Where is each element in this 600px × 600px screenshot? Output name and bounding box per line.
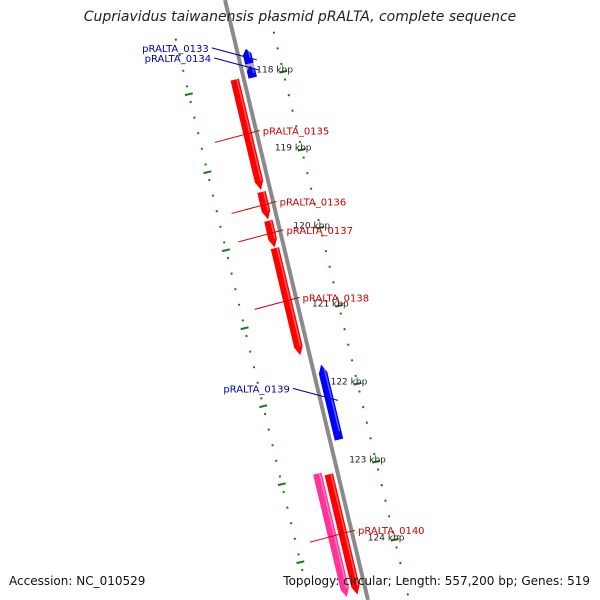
major-tick	[240, 326, 249, 331]
major-tick	[259, 404, 268, 409]
gene-arrow[interactable]	[246, 65, 257, 79]
map-title: Cupriavidus taiwanensis plasmid pRALTA, …	[83, 9, 517, 25]
tick-label: 118 kbp	[256, 65, 293, 75]
gene-arrow[interactable]	[318, 364, 344, 441]
gene-arrow-highlight	[263, 191, 269, 211]
tick-label: 122 kbp	[331, 377, 368, 387]
major-tick	[184, 92, 193, 97]
major-tick	[221, 248, 231, 253]
backbone-layer	[223, 0, 370, 600]
gene-arrow-highlight	[247, 48, 252, 59]
gene-label-leader	[211, 47, 257, 61]
gene-label-leader	[292, 387, 339, 401]
tick-label: 119 kbp	[275, 143, 312, 153]
major-tick	[390, 537, 399, 542]
tick-label: 121 kbp	[312, 299, 349, 309]
gene-label-leader	[231, 200, 277, 214]
gene-label-leader	[309, 529, 356, 543]
gene-arrow-highlight	[236, 79, 262, 181]
gene-label[interactable]: pRALTA_0134	[145, 54, 212, 65]
tick-label: 124 kbp	[368, 533, 405, 543]
gene-arrow[interactable]	[313, 472, 349, 598]
major-tick	[372, 459, 381, 464]
tick-layer: 118 kbp 119 kbp 120 kbp 121 kbp 122 kbp 123 k…	[184, 65, 405, 565]
gene-label[interactable]: pRALTA_0135	[263, 126, 330, 137]
gene-label-leader	[254, 296, 300, 310]
gene-label[interactable]: pRALTA_0139	[223, 384, 290, 395]
gene-label[interactable]: pRALTA_0140	[358, 526, 425, 537]
gene-label[interactable]: pRALTA_0137	[286, 226, 353, 237]
gene-arrow-highlight	[251, 65, 255, 74]
gene-label-leader	[214, 57, 260, 71]
sequence-stats-text: Topology: circular; Length: 557,200 bp; …	[283, 574, 590, 588]
major-tick	[334, 303, 344, 308]
major-tick	[203, 170, 212, 175]
gene-label[interactable]: pRALTA_0133	[142, 44, 209, 55]
gene-arrow-highlight	[318, 473, 348, 589]
gene-label-leader	[238, 229, 284, 243]
major-tick	[296, 560, 305, 565]
gene-label[interactable]: pRALTA_0136	[280, 197, 347, 208]
gene-label[interactable]: pRALTA_0138	[303, 293, 370, 304]
gene-arrow-highlight	[276, 247, 302, 347]
major-tick	[353, 381, 362, 386]
tick-label: 123 kbp	[349, 455, 386, 465]
major-tick	[279, 69, 288, 74]
accession-text: Accession: NC_010529	[9, 574, 146, 588]
tick-label: 120 kbp	[293, 221, 330, 231]
gene-arrow-highlight	[330, 474, 359, 586]
major-tick	[297, 147, 306, 152]
major-tick	[277, 482, 286, 487]
sequence-backbone	[223, 0, 370, 600]
tick-dots-layer	[174, 15, 409, 596]
gene-arrow-highlight	[269, 220, 276, 239]
gene-arrow[interactable]	[242, 48, 254, 65]
gene-arrow-highlight	[322, 364, 340, 432]
major-tick	[316, 225, 325, 230]
gene-label-leader	[214, 129, 260, 143]
